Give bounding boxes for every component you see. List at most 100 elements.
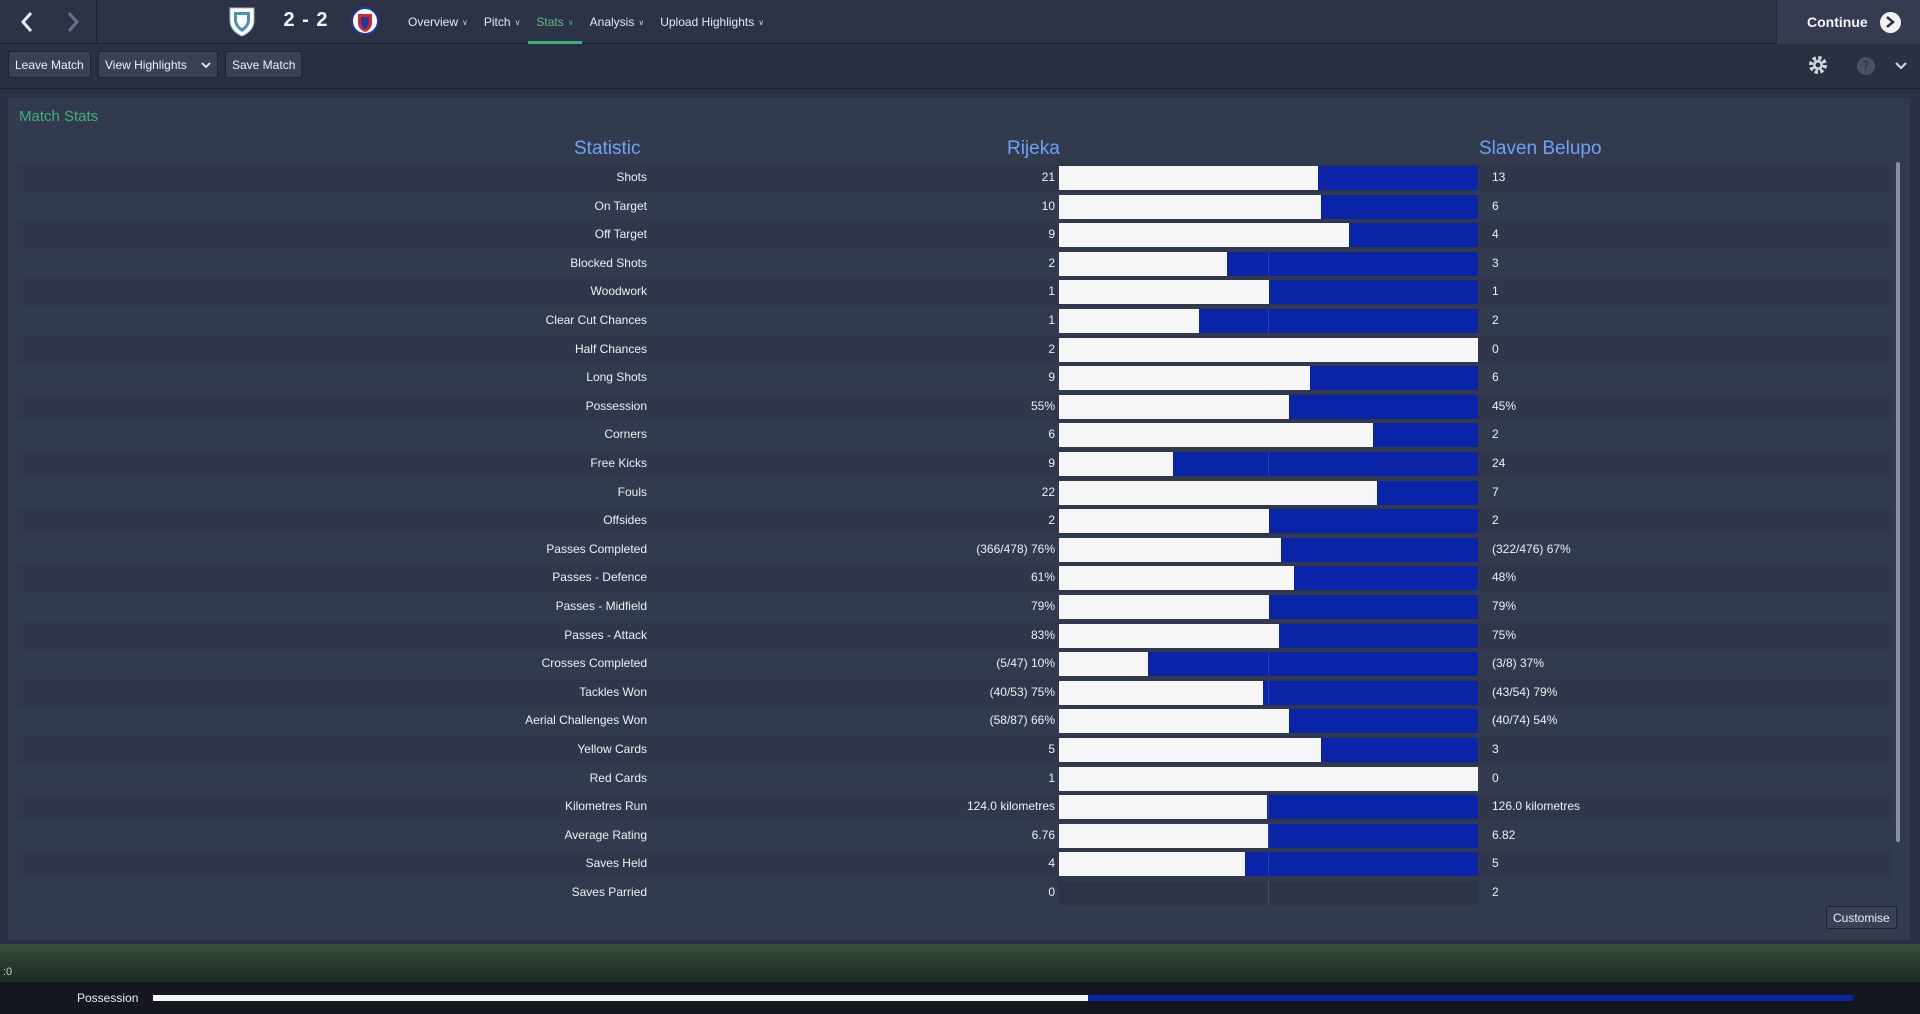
menu-item-label: Analysis bbox=[589, 15, 635, 29]
menu-item-analysis[interactable]: Analysis ∨ bbox=[582, 0, 653, 44]
away-bar-fill bbox=[1289, 709, 1478, 733]
away-value: 5 bbox=[1492, 856, 1499, 870]
match-score: 2 - 2 bbox=[283, 9, 329, 31]
away-bar-fill bbox=[1263, 681, 1478, 705]
match-stats-panel: Match Stats Statistic Rijeka Slaven Belu… bbox=[8, 98, 1910, 940]
customise-button[interactable]: Customise bbox=[1826, 906, 1897, 929]
chevron-down-icon[interactable] bbox=[1894, 57, 1908, 75]
stat-name: Tackles Won bbox=[579, 685, 647, 699]
stat-bar bbox=[1059, 166, 1478, 190]
stat-bar bbox=[1059, 795, 1478, 819]
stat-bar bbox=[1059, 366, 1478, 390]
stat-bar bbox=[1059, 652, 1478, 676]
home-bar-fill bbox=[1059, 709, 1289, 733]
stat-bar bbox=[1059, 624, 1478, 648]
home-bar-fill bbox=[1059, 366, 1310, 390]
stat-row: Saves Held 4 5 bbox=[17, 850, 1891, 878]
away-value: 2 bbox=[1492, 885, 1499, 899]
home-bar-fill bbox=[1059, 195, 1321, 219]
menu-item-overview[interactable]: Overview ∨ bbox=[400, 0, 476, 44]
stat-name: Passes - Midfield bbox=[555, 599, 647, 613]
stat-name: On Target bbox=[594, 199, 647, 213]
possession-track bbox=[153, 995, 1853, 1001]
save-match-button[interactable]: Save Match bbox=[225, 51, 303, 78]
column-header-away-team[interactable]: Slaven Belupo bbox=[1479, 138, 1602, 159]
chevron-down-icon: ∨ bbox=[462, 17, 468, 27]
home-bar-fill bbox=[1059, 624, 1279, 648]
home-value: (40/53) 75% bbox=[989, 685, 1055, 699]
stat-row: Fouls 22 7 bbox=[17, 479, 1891, 507]
save-match-label: Save Match bbox=[232, 57, 296, 72]
away-bar-fill bbox=[1294, 566, 1478, 590]
home-value: 4 bbox=[1048, 856, 1055, 870]
forward-button[interactable] bbox=[50, 0, 96, 44]
away-bar-fill bbox=[1321, 738, 1478, 762]
leave-match-button[interactable]: Leave Match bbox=[8, 51, 91, 78]
rijeka-badge-icon[interactable] bbox=[227, 5, 257, 37]
away-value: 6 bbox=[1492, 199, 1499, 213]
menu-item-upload-highlights[interactable]: Upload Highlights ∨ bbox=[652, 0, 772, 44]
home-value: 1 bbox=[1048, 313, 1055, 327]
away-value: 2 bbox=[1492, 313, 1499, 327]
away-value: 0 bbox=[1492, 771, 1499, 785]
scrollbar[interactable] bbox=[1896, 162, 1900, 842]
home-bar-fill bbox=[1059, 423, 1373, 447]
away-value: 7 bbox=[1492, 485, 1499, 499]
home-bar-fill bbox=[1059, 538, 1281, 562]
menu-item-pitch[interactable]: Pitch ∨ bbox=[476, 0, 529, 44]
stat-name: Long Shots bbox=[586, 370, 647, 384]
continue-button[interactable]: Continue bbox=[1776, 0, 1920, 44]
menu-item-label: Overview bbox=[408, 15, 459, 29]
home-value: 2 bbox=[1048, 342, 1055, 356]
stat-name: Kilometres Run bbox=[564, 799, 647, 813]
stat-name: Half Chances bbox=[574, 342, 647, 356]
stat-name: Free Kicks bbox=[590, 456, 647, 470]
home-value: 9 bbox=[1048, 370, 1055, 384]
stat-row: Passes - Midfield 79% 79% bbox=[17, 593, 1891, 621]
away-bar-fill bbox=[1148, 652, 1478, 676]
home-value: 1 bbox=[1048, 284, 1055, 298]
home-bar-fill bbox=[1059, 852, 1245, 876]
home-value: 9 bbox=[1048, 456, 1055, 470]
stat-name: Passes Completed bbox=[546, 542, 647, 556]
away-bar-fill bbox=[1269, 509, 1478, 533]
stat-bar bbox=[1059, 767, 1478, 791]
menu-item-stats[interactable]: Stats ∨ bbox=[528, 0, 582, 44]
stat-bar bbox=[1059, 395, 1478, 419]
menu-item-label: Stats bbox=[536, 15, 564, 29]
stat-row: Possession 55% 45% bbox=[17, 393, 1891, 421]
menu-item-label: Upload Highlights bbox=[660, 15, 755, 29]
match-toolbar: Leave Match View Highlights Save Match ? bbox=[0, 45, 1920, 89]
gear-icon[interactable] bbox=[1806, 53, 1830, 77]
home-bar-fill bbox=[1059, 652, 1148, 676]
match-menu: Overview ∨ Pitch ∨ Stats ∨ Analysis ∨ Upload Hig… bbox=[400, 0, 772, 44]
stat-row: Woodwork 1 1 bbox=[17, 278, 1891, 306]
home-bar-fill bbox=[1059, 824, 1268, 848]
svg-text:?: ? bbox=[1863, 59, 1869, 73]
away-value: 126.0 kilometres bbox=[1492, 799, 1581, 813]
help-icon[interactable]: ? bbox=[1855, 55, 1877, 77]
stat-bar bbox=[1059, 452, 1478, 476]
home-value: 2 bbox=[1048, 256, 1055, 270]
stat-bar bbox=[1059, 223, 1478, 247]
stat-bar bbox=[1059, 852, 1478, 876]
away-value: 6 bbox=[1492, 370, 1499, 384]
stat-row: Aerial Challenges Won (58/87) 66% (40/74) … bbox=[17, 707, 1891, 735]
stat-row: Crosses Completed (5/47) 10% (3/8) 37% bbox=[17, 650, 1891, 678]
home-bar-fill bbox=[1059, 509, 1269, 533]
chevron-down-icon: ∨ bbox=[758, 17, 765, 27]
stat-name: Clear Cut Chances bbox=[545, 313, 647, 327]
home-bar-fill bbox=[1059, 481, 1377, 505]
home-bar-fill bbox=[1059, 166, 1318, 190]
chevron-right-icon bbox=[67, 12, 80, 32]
stat-name: Aerial Challenges Won bbox=[525, 713, 647, 727]
slaven-belupo-badge-icon[interactable] bbox=[350, 5, 380, 37]
view-highlights-dropdown[interactable]: View Highlights bbox=[98, 51, 218, 78]
stats-table: Shots 21 13 On Target 10 6 Off Target 9 4 Blocked… bbox=[17, 164, 1891, 906]
away-value: 45% bbox=[1492, 399, 1517, 413]
strip-text: :0 bbox=[3, 966, 13, 978]
back-button[interactable] bbox=[4, 0, 50, 44]
away-bar-fill bbox=[1268, 824, 1478, 848]
column-header-home-team[interactable]: Rijeka bbox=[1007, 138, 1060, 159]
stat-row: Half Chances 2 0 bbox=[17, 336, 1891, 364]
